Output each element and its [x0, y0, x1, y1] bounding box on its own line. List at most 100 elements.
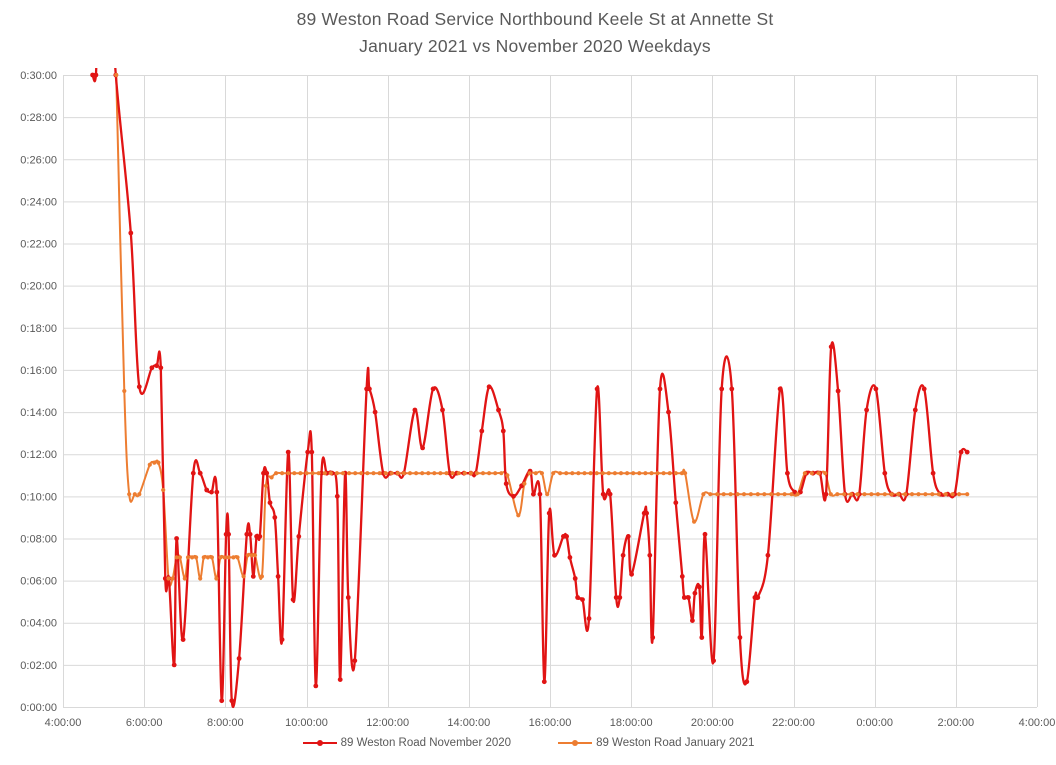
january-2021-marker [576, 471, 581, 476]
january-2021-marker [365, 471, 370, 476]
january-2021-marker [728, 492, 733, 497]
november-2020-marker [552, 552, 557, 558]
january-2021-marker [558, 471, 563, 476]
november-2020-marker [647, 552, 653, 558]
november-2020-marker [930, 470, 936, 476]
november-2020-marker [154, 363, 160, 369]
january-2021-marker [943, 492, 948, 497]
x-axis: 4:00:00 6:00:00 8:00:00 10:00:00 12:00:00 14:… [45, 717, 1056, 729]
november-2020-marker [823, 491, 829, 497]
january-2021-marker [606, 471, 611, 476]
january-2021-marker [950, 492, 955, 497]
january-2021-marker [201, 555, 206, 560]
november-2020-marker [367, 386, 372, 392]
november-2020-marker [912, 407, 918, 413]
chart-title-line1: 89 Weston Road Service Northbound Keele … [296, 9, 774, 29]
january-2021-marker [127, 492, 132, 497]
x-tick-label: 22:00:00 [772, 717, 815, 729]
november-2020-marker [372, 409, 378, 415]
january-2021-marker [389, 471, 394, 476]
january-2021-marker [310, 471, 315, 476]
november-2020-marker [673, 500, 679, 506]
november-2020-marker [226, 531, 232, 537]
november-2020-marker [257, 534, 263, 539]
january-2021-marker [432, 471, 437, 476]
november-2020-marker [214, 489, 220, 495]
november-2020-marker [136, 384, 142, 390]
y-tick-label: 0:28:00 [20, 112, 57, 124]
january-2021-marker [842, 492, 847, 497]
november-2020-marker [279, 637, 285, 642]
january-2021-marker [137, 492, 142, 497]
january-2021-marker [420, 471, 425, 476]
january-2021-marker [252, 553, 258, 558]
january-2021-marker [795, 492, 800, 497]
november-2020-marker [420, 445, 425, 451]
november-2020-marker [607, 491, 613, 497]
november-2020-marker [500, 428, 506, 434]
november-2020-marker [313, 683, 319, 689]
november-2020-marker [692, 590, 698, 596]
november-2020-marker [711, 658, 716, 664]
january-2021-marker [889, 492, 894, 497]
january-2021-marker [499, 471, 504, 476]
january-2021-marker [809, 471, 814, 476]
january-2021-marker [692, 519, 697, 524]
january-2021-marker [735, 492, 740, 497]
legend-label-november-2020: 89 Weston Road November 2020 [340, 737, 512, 749]
november-2020-marker [158, 365, 164, 371]
january-2021-marker [407, 471, 413, 476]
november-2020-marker [272, 515, 278, 520]
january-2021-marker [249, 553, 254, 558]
november-2020-marker [575, 595, 580, 600]
y-axis: 0:00:00 0:02:00 0:04:00 0:06:00 0:08:00 0:10:… [20, 70, 57, 714]
january-2021-marker [869, 492, 874, 497]
january-2021-marker [916, 492, 921, 497]
january-2021-marker [570, 471, 575, 476]
january-2021-marker [835, 492, 840, 497]
y-tick-label: 0:02:00 [20, 660, 57, 672]
november-2020-marker [486, 384, 492, 390]
november-2020-marker [679, 574, 685, 579]
january-2021-marker [612, 471, 618, 476]
january-2021-marker [721, 492, 726, 497]
january-2021-marker [625, 471, 630, 476]
november-2020-marker [128, 230, 134, 236]
january-2021-marker [480, 471, 486, 476]
november-2020-marker [479, 428, 485, 434]
january-2021-marker [182, 576, 187, 581]
november-2020-marker [250, 574, 256, 579]
january-2021-marker [198, 576, 203, 581]
november-2020-marker [162, 576, 168, 581]
january-2021-marker [637, 471, 642, 476]
november-2020-marker [744, 679, 750, 685]
january-2021-marker [190, 555, 195, 560]
november-2020-marker [275, 574, 281, 579]
january-2021-marker [828, 492, 833, 497]
november-2020-marker [90, 72, 95, 78]
november-2020-marker [229, 698, 235, 704]
legend-label-january-2021: 89 Weston Road January 2021 [596, 737, 755, 749]
january-2021-marker [426, 471, 431, 476]
january-2021-marker [147, 462, 152, 467]
november-2020-marker [586, 616, 592, 621]
november-2020-marker [564, 534, 569, 539]
january-2021-marker [450, 471, 455, 476]
legend-swatch-november-2020-icon [302, 740, 337, 746]
january-2021-marker [715, 492, 720, 497]
november-2020-marker [337, 677, 343, 682]
november-2020-marker [93, 72, 99, 78]
november-2020-marker [305, 449, 311, 455]
y-tick-label: 0:20:00 [20, 281, 57, 293]
january-2021-marker [802, 471, 808, 476]
november-2020-marker [296, 534, 302, 539]
january-2021-marker [347, 471, 352, 476]
november-2020-marker [537, 491, 543, 497]
january-2021-marker [209, 555, 214, 560]
y-tick-label: 0:08:00 [20, 533, 57, 545]
y-tick-label: 0:14:00 [20, 407, 57, 419]
november-2020-marker [345, 595, 351, 600]
january-2021-marker [748, 492, 754, 497]
november-2020-marker [219, 698, 225, 704]
january-2021-marker [896, 492, 901, 497]
